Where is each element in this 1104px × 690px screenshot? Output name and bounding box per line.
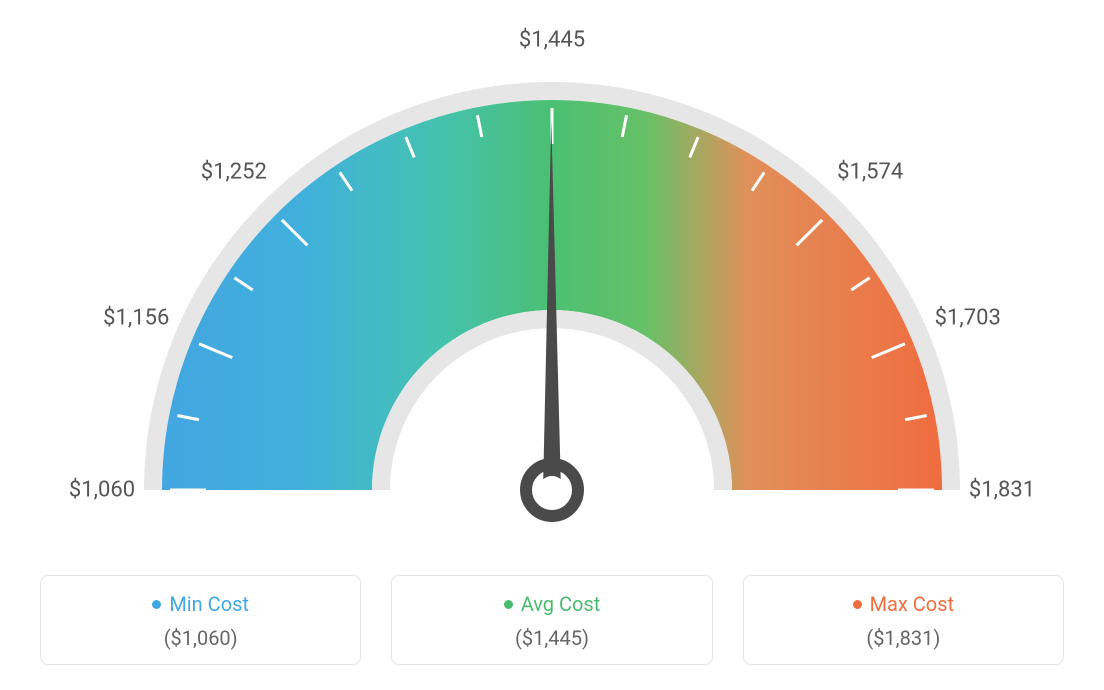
avg-cost-card: Avg Cost ($1,445) [391,575,712,665]
stat-cards: Min Cost ($1,060) Avg Cost ($1,445) Max … [40,575,1064,665]
min-cost-title-row: Min Cost [51,592,350,616]
gauge-tick-label: $1,703 [935,305,1001,330]
gauge-chart: $1,060 $1,156 $1,252 $1,445 $1,574 $1,703 $1,8… [0,0,1104,560]
gauge-tick-label: $1,831 [969,478,1035,503]
max-cost-dot [853,600,862,609]
min-cost-value: ($1,060) [51,626,350,650]
gauge-tick-label: $1,252 [201,159,267,184]
gauge-tick-label: $1,445 [519,28,585,53]
avg-cost-value: ($1,445) [402,626,701,650]
gauge-svg [0,0,1104,560]
max-cost-title: Max Cost [870,592,955,616]
min-cost-dot [152,600,161,609]
min-cost-card: Min Cost ($1,060) [40,575,361,665]
gauge-tick-label: $1,156 [103,305,169,330]
gauge-tick-label: $1,060 [69,478,135,503]
avg-cost-dot [504,600,513,609]
avg-cost-title-row: Avg Cost [402,592,701,616]
gauge-tick-label: $1,574 [837,159,903,184]
max-cost-card: Max Cost ($1,831) [743,575,1064,665]
max-cost-value: ($1,831) [754,626,1053,650]
min-cost-title: Min Cost [169,592,249,616]
avg-cost-title: Avg Cost [521,592,601,616]
max-cost-title-row: Max Cost [754,592,1053,616]
